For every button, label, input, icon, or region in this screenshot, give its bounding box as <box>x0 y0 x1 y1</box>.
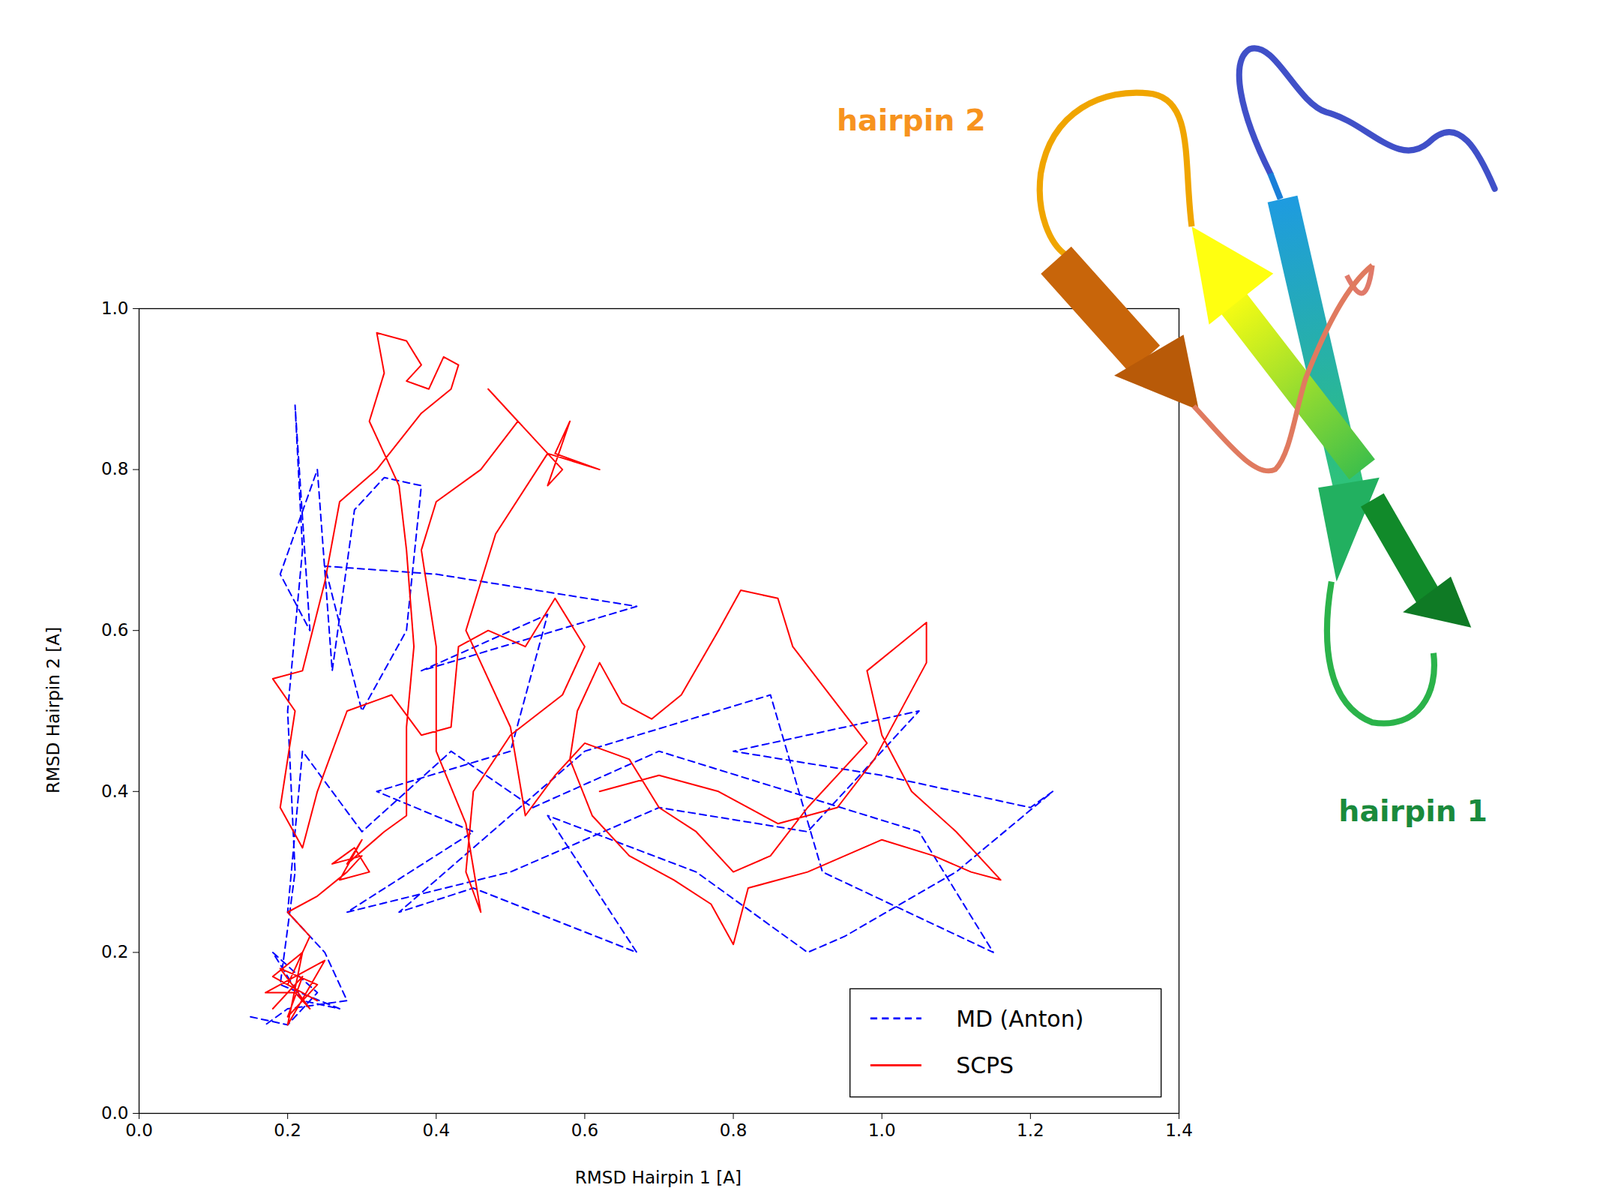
svg-text:0.2: 0.2 <box>273 1120 302 1140</box>
svg-text:RMSD Hairpin 2 [A]: RMSD Hairpin 2 [A] <box>43 626 63 794</box>
svg-text:1.4: 1.4 <box>1165 1120 1193 1140</box>
svg-text:0.8: 0.8 <box>101 458 129 479</box>
svg-text:RMSD Hairpin 1 [A]: RMSD Hairpin 1 [A] <box>575 1167 742 1187</box>
svg-text:MD (Anton): MD (Anton) <box>955 1005 1084 1032</box>
svg-text:hairpin 2: hairpin 2 <box>836 102 986 138</box>
svg-text:0.8: 0.8 <box>719 1120 748 1140</box>
svg-text:0.2: 0.2 <box>101 941 129 962</box>
svg-text:1.2: 1.2 <box>1016 1120 1045 1140</box>
svg-text:1.0: 1.0 <box>868 1120 896 1140</box>
svg-text:0.4: 0.4 <box>422 1120 450 1140</box>
svg-text:0.0: 0.0 <box>125 1120 153 1140</box>
svg-text:0.4: 0.4 <box>101 781 129 801</box>
svg-text:0.0: 0.0 <box>101 1102 129 1123</box>
svg-text:hairpin 1: hairpin 1 <box>1338 793 1488 828</box>
svg-text:1.0: 1.0 <box>101 298 129 318</box>
svg-text:0.6: 0.6 <box>571 1120 600 1140</box>
svg-text:0.6: 0.6 <box>101 620 129 640</box>
svg-text:SCPS: SCPS <box>955 1051 1014 1079</box>
